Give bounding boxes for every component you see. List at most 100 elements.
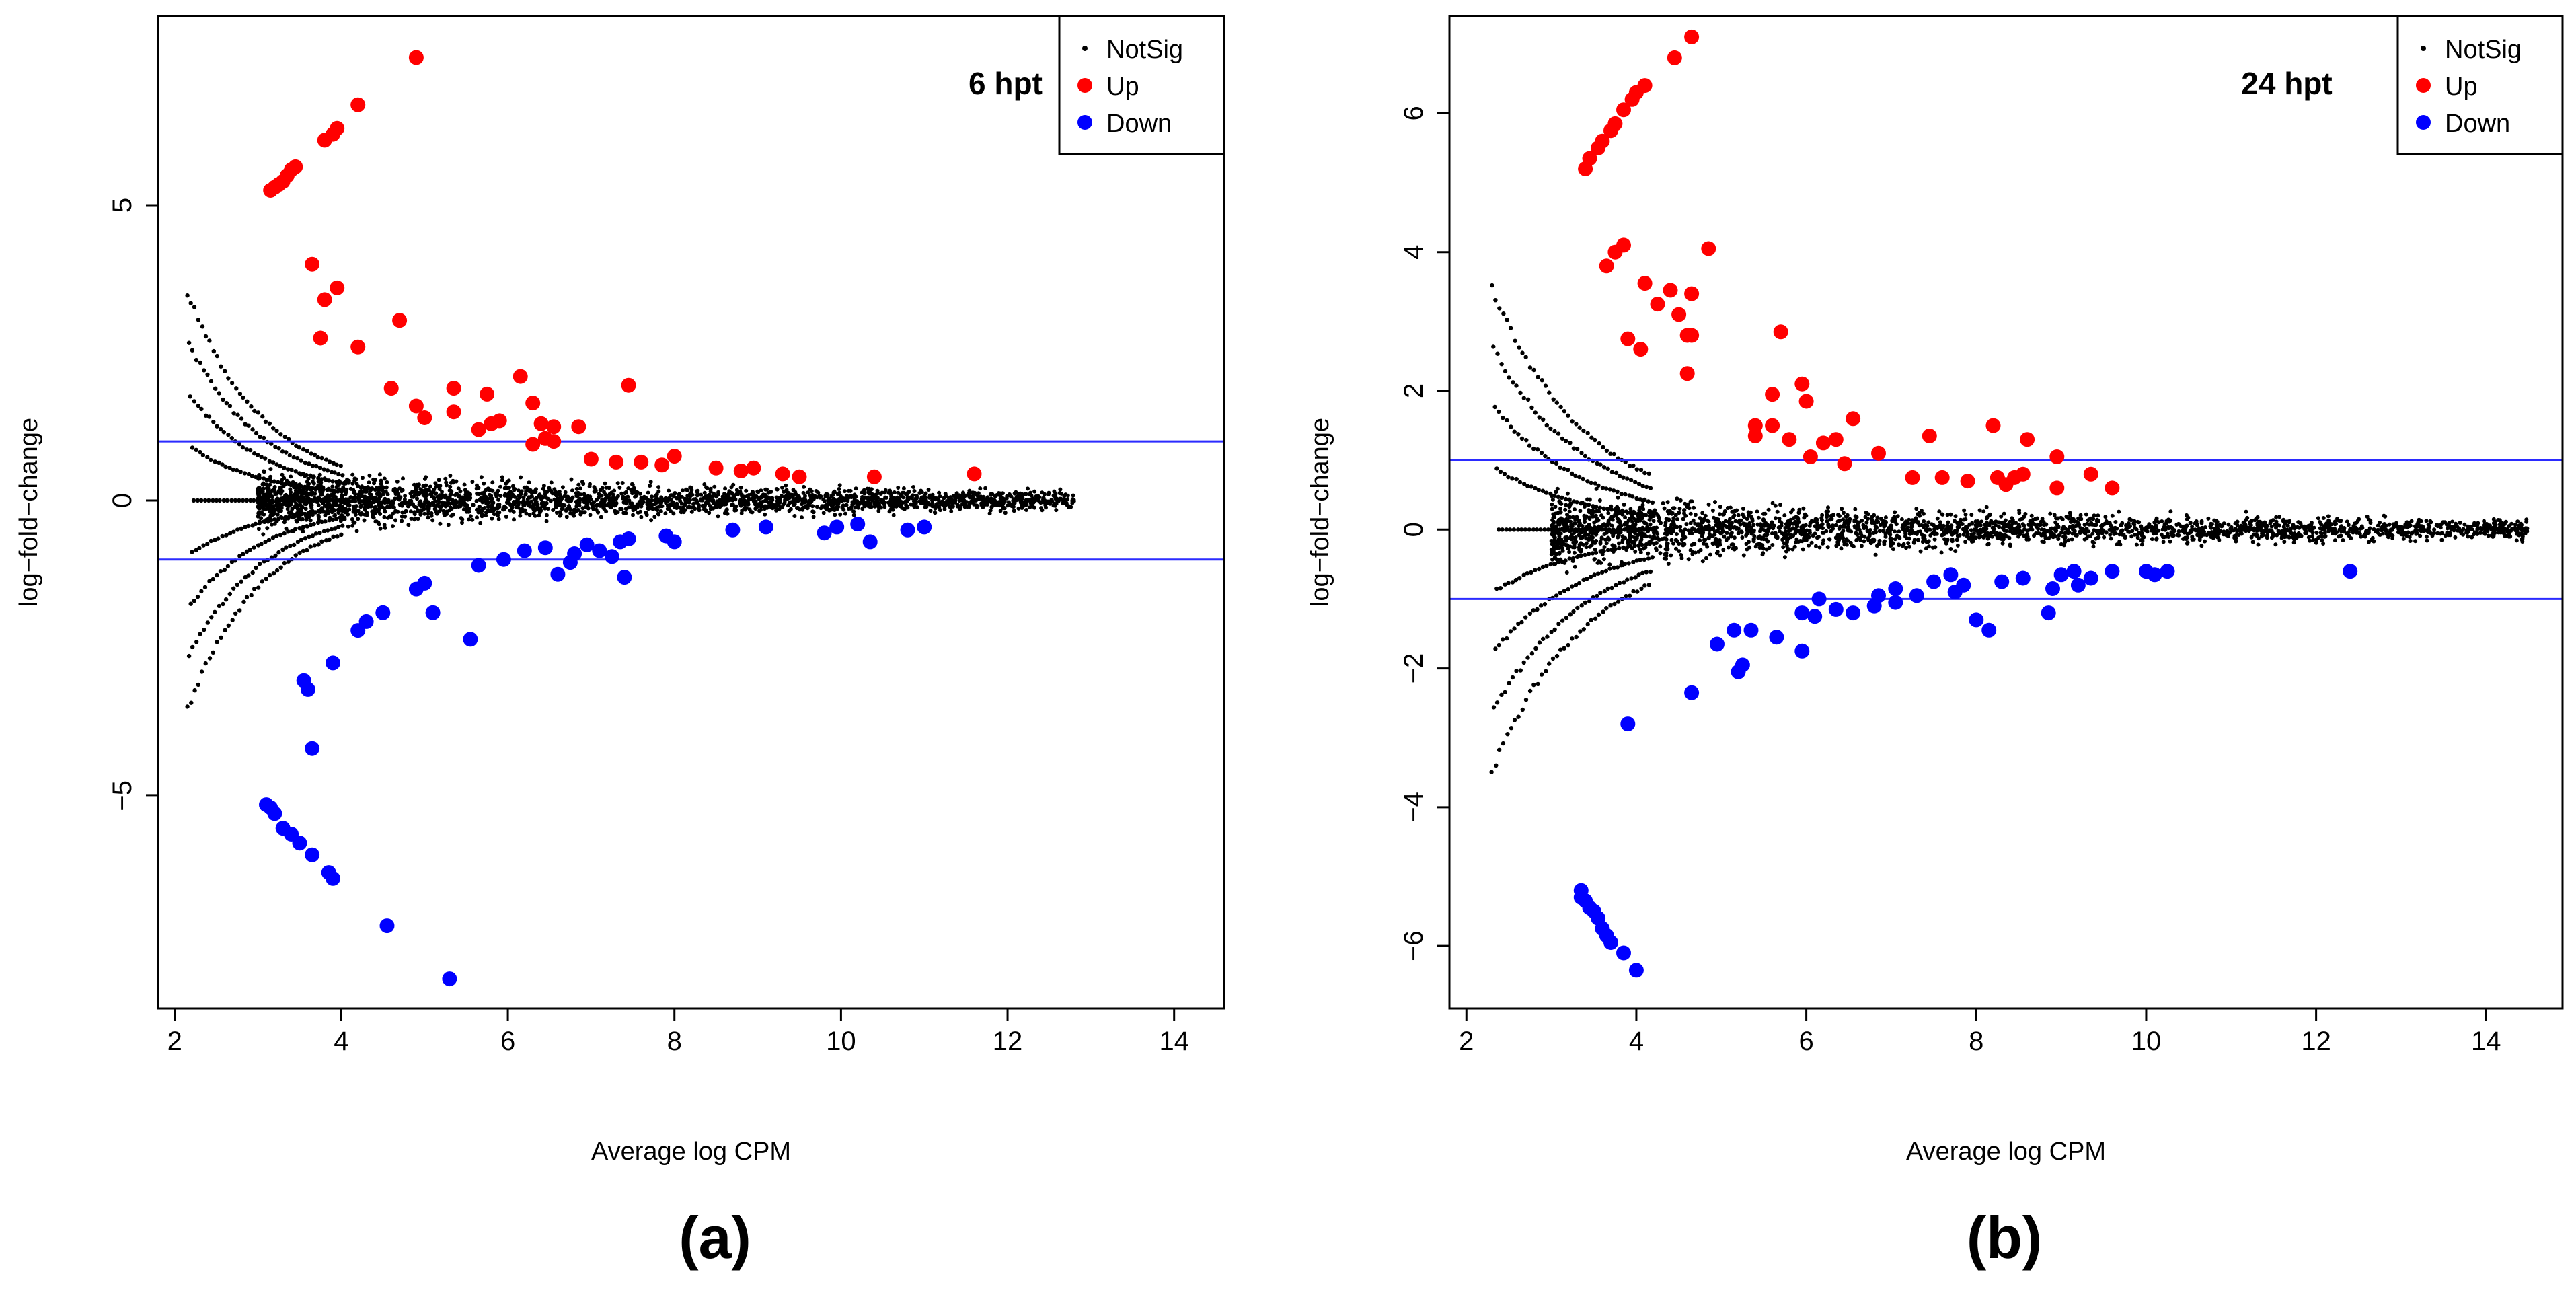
notsig-point: [1516, 714, 1521, 719]
notsig-point: [1028, 501, 1033, 505]
down-point: [829, 519, 845, 535]
notsig-point: [372, 481, 376, 486]
notsig-point: [1551, 397, 1556, 402]
notsig-point: [1577, 581, 1582, 586]
notsig-point: [223, 597, 229, 602]
legend-marker-down: [1077, 115, 1092, 130]
notsig-point: [224, 533, 229, 538]
notsig-point: [243, 422, 248, 427]
notsig-point: [1593, 481, 1597, 486]
notsig-point: [1587, 599, 1592, 604]
notsig-point: [1541, 417, 1546, 422]
up-point: [408, 50, 424, 65]
notsig-point: [576, 482, 581, 487]
notsig-point: [504, 481, 508, 486]
notsig-point: [437, 509, 441, 514]
notsig-point: [1008, 502, 1013, 507]
notsig-point: [287, 453, 292, 458]
notsig-point: [1506, 474, 1511, 480]
notsig-points: [1489, 283, 2530, 774]
notsig-point: [262, 482, 266, 487]
notsig-point: [225, 564, 231, 568]
notsig-point: [954, 494, 958, 499]
notsig-point: [780, 485, 784, 490]
notsig-point: [205, 542, 210, 546]
notsig-point: [876, 509, 881, 513]
notsig-point: [467, 517, 471, 522]
notsig-point: [2277, 515, 2281, 519]
notsig-point: [439, 505, 443, 509]
notsig-point: [1637, 543, 1642, 548]
notsig-point: [207, 338, 212, 343]
notsig-point: [1583, 453, 1587, 459]
notsig-point: [2322, 527, 2326, 532]
notsig-point: [441, 509, 446, 513]
notsig-point: [1718, 505, 1722, 509]
notsig-point: [2040, 517, 2045, 521]
notsig-point: [837, 490, 842, 495]
notsig-point: [1560, 495, 1564, 500]
notsig-point: [1683, 527, 1688, 532]
notsig-point: [377, 472, 382, 477]
notsig-point: [2256, 542, 2261, 547]
plot-frame: [157, 15, 1225, 1010]
notsig-point: [298, 499, 303, 504]
notsig-point: [2345, 519, 2349, 524]
notsig-point: [1638, 468, 1644, 472]
notsig-point: [237, 442, 242, 447]
notsig-point: [518, 513, 523, 518]
notsig-point: [294, 518, 299, 523]
notsig-point: [2269, 535, 2274, 540]
notsig-point: [1493, 646, 1498, 651]
notsig-point: [824, 504, 829, 509]
notsig-point: [1507, 375, 1511, 380]
notsig-point: [875, 488, 880, 493]
notsig-point: [554, 490, 558, 494]
notsig-point: [1589, 618, 1593, 622]
notsig-point: [519, 475, 523, 480]
notsig-point: [2382, 513, 2386, 518]
notsig-point: [350, 472, 355, 477]
notsig-point: [410, 494, 414, 499]
notsig-point: [503, 492, 508, 496]
notsig-point: [2308, 538, 2312, 543]
notsig-point: [219, 635, 223, 640]
notsig-point: [905, 496, 910, 501]
notsig-point: [1614, 583, 1618, 587]
notsig-point: [1714, 551, 1719, 556]
notsig-point: [286, 467, 291, 472]
notsig-point: [256, 410, 261, 415]
notsig-point: [612, 496, 617, 501]
up-point: [533, 416, 549, 431]
notsig-point: [744, 488, 749, 493]
down-point: [496, 552, 511, 567]
notsig-point: [2185, 517, 2189, 521]
notsig-point: [1045, 501, 1050, 505]
notsig-point: [1950, 538, 1955, 542]
notsig-point: [1706, 502, 1711, 507]
notsig-point: [329, 527, 334, 532]
notsig-point: [1566, 413, 1570, 418]
notsig-point: [803, 505, 807, 509]
notsig-point: [365, 489, 369, 494]
notsig-point: [1955, 533, 1960, 538]
notsig-point: [740, 499, 745, 504]
notsig-point: [1658, 544, 1663, 549]
notsig-point: [1575, 500, 1579, 505]
notsig-point: [274, 519, 279, 523]
notsig-point: [656, 512, 661, 517]
notsig-point: [331, 488, 336, 493]
notsig-point: [331, 507, 336, 512]
notsig-point: [276, 480, 280, 484]
notsig-point: [248, 498, 253, 503]
notsig-point: [282, 466, 287, 470]
notsig-point: [888, 497, 893, 502]
notsig-point: [2432, 527, 2437, 532]
notsig-point: [1556, 531, 1561, 536]
notsig-point: [1523, 698, 1529, 702]
notsig-point: [409, 498, 414, 503]
notsig-point: [1014, 490, 1018, 494]
notsig-point: [324, 505, 329, 509]
notsig-point: [683, 508, 687, 513]
notsig-point: [2443, 533, 2448, 538]
